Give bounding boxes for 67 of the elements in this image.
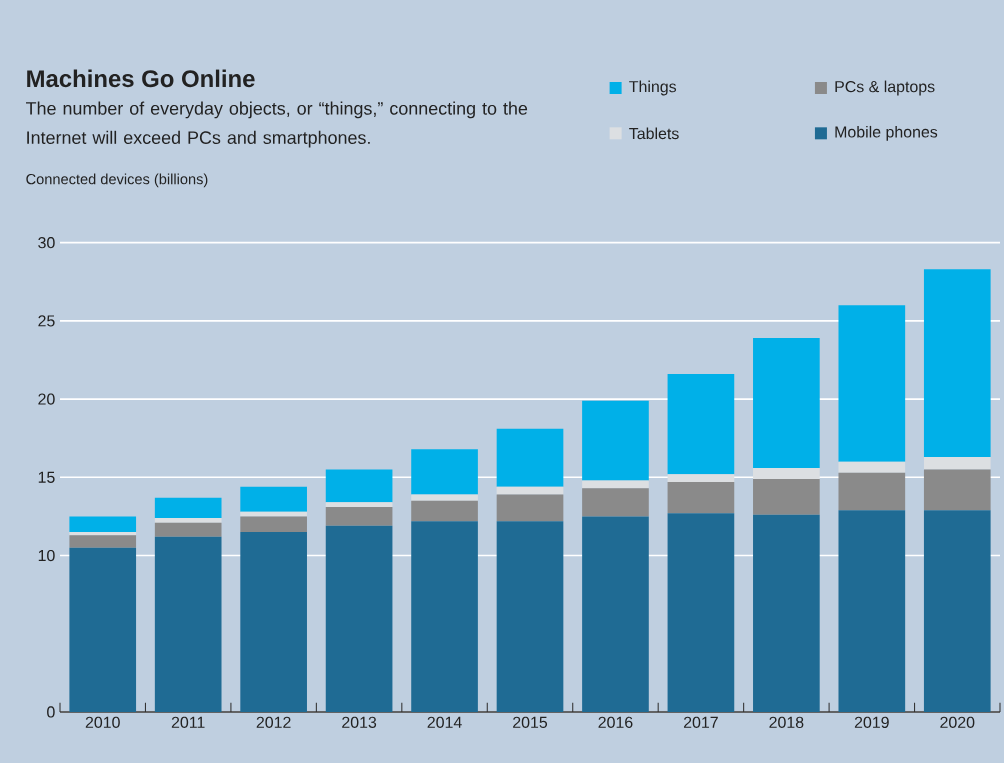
bar — [923, 469, 991, 511]
bar — [753, 515, 820, 713]
bar — [923, 510, 991, 713]
bar — [838, 461, 906, 473]
bar — [753, 479, 820, 516]
bar — [240, 532, 307, 713]
bar — [69, 516, 137, 533]
bar — [154, 497, 222, 519]
bar — [69, 547, 137, 713]
bar — [582, 400, 649, 481]
x-tick-label: 2012 — [256, 716, 291, 729]
bar — [411, 449, 478, 495]
y-tick-label: 30 — [38, 237, 55, 249]
y-tick-label: 0 — [47, 706, 55, 718]
x-tick-label: 2018 — [769, 716, 804, 729]
bar — [325, 502, 393, 508]
bar — [667, 482, 735, 514]
bar — [325, 507, 393, 526]
bar — [325, 525, 393, 713]
bar — [154, 522, 222, 537]
x-tick-label: 2016 — [598, 716, 633, 729]
chart-title: Machines Go Online — [27, 69, 255, 88]
y-tick-label: 25 — [38, 315, 55, 327]
legend-label: PCs & laptops — [835, 80, 935, 96]
bar — [582, 516, 649, 713]
bar — [753, 338, 820, 469]
bar — [154, 518, 222, 523]
x-tick-label: 2017 — [683, 716, 718, 729]
bar — [411, 521, 478, 713]
bar — [923, 457, 991, 470]
bar — [325, 469, 393, 503]
bar — [582, 488, 649, 517]
bar — [753, 468, 820, 480]
y-tick-label: 10 — [38, 550, 55, 562]
bar — [923, 269, 991, 458]
legend-label: Tablets — [629, 127, 679, 140]
bar — [496, 521, 564, 713]
bar — [667, 374, 735, 475]
x-tick-label: 2020 — [940, 716, 975, 729]
bar — [582, 480, 649, 489]
bar — [496, 429, 564, 487]
bar — [240, 486, 307, 512]
bar — [838, 510, 906, 713]
bar — [838, 305, 906, 462]
bar — [411, 494, 478, 501]
y-tick-label: 15 — [38, 471, 55, 484]
bar — [69, 535, 137, 548]
bar — [496, 494, 564, 522]
x-tick-label: 2015 — [513, 716, 548, 729]
bar — [69, 532, 137, 536]
x-tick-label: 2019 — [854, 716, 889, 729]
chart-subtitle: The number of everyday objects, or “things,” connecting to the Internet will exceed PCs and smartphones. — [26, 101, 528, 148]
bar — [411, 500, 478, 522]
legend-label: Mobile phones — [835, 126, 938, 141]
bar — [667, 474, 735, 483]
x-tick-label: 2010 — [85, 716, 120, 729]
x-tick-label: 2013 — [342, 716, 377, 729]
bar — [667, 513, 735, 713]
legend-label: Things — [629, 80, 677, 96]
bar — [154, 536, 222, 713]
bar — [838, 472, 906, 511]
y-axis-title: Connected devices (billions) — [26, 173, 208, 188]
x-tick-label: 2014 — [427, 716, 462, 729]
bar — [240, 516, 307, 533]
x-tick-label: 2011 — [171, 716, 205, 729]
y-tick-label: 20 — [38, 393, 55, 405]
bar — [496, 486, 564, 495]
